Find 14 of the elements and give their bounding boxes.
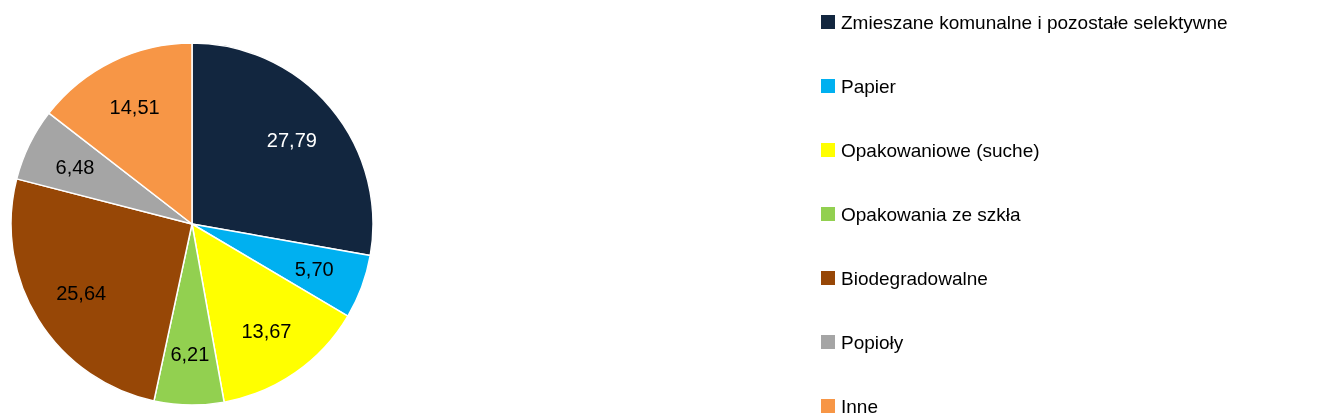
legend-label: Zmieszane komunalne i pozostałe selektywne: [841, 11, 1228, 33]
data-label: 25,64: [56, 281, 107, 304]
legend-label: Opakowaniowe (suche): [841, 139, 1040, 161]
legend-label: Papier: [841, 75, 897, 97]
legend-label: Biodegradowalne: [841, 267, 988, 289]
data-label: 27,79: [266, 129, 317, 152]
legend-label: Popioły: [841, 331, 904, 353]
data-label: 6,21: [170, 343, 210, 366]
legend-label: Inne: [841, 395, 878, 416]
data-label: 5,70: [294, 258, 334, 281]
legend-label: Opakowania ze szkła: [841, 203, 1021, 225]
data-label: 6,48: [55, 155, 95, 178]
data-label: 14,51: [109, 95, 160, 118]
data-label: 13,67: [241, 319, 292, 342]
